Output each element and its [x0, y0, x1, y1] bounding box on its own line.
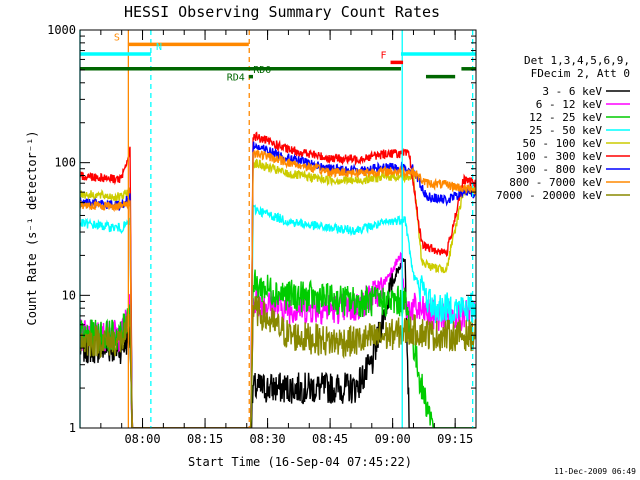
plot-area: S N F RD0 RD4 1 10 100 1000 08:00 08:15 08:30 08:45 0… — [47, 23, 477, 446]
plot-frame — [79, 29, 477, 429]
legend-label-4: 50 - 100 keV — [523, 137, 603, 150]
legend-header-line-2: FDecim 2, Att 0 — [531, 67, 630, 80]
legend-label-7: 800 - 7000 keV — [509, 176, 602, 189]
flag-label-6: RD4 — [227, 73, 245, 84]
series-line-1 — [80, 251, 476, 428]
legend: Det 1,3,4,5,6,9, FDecim 2, Att 0 3 - 6 k… — [496, 54, 630, 202]
x-tick-label-5: 09:15 — [437, 432, 473, 446]
x-axis-label: Start Time (16-Sep-04 07:45:22) — [188, 455, 412, 469]
series-line-0 — [80, 256, 476, 428]
flag-label-0: S — [114, 32, 120, 43]
legend-label-5: 100 - 300 keV — [516, 150, 602, 163]
flag-label-1: N — [156, 42, 162, 53]
series-line-4 — [80, 158, 476, 428]
legend-label-6: 300 - 800 keV — [516, 163, 602, 176]
chart-title: HESSI Observing Summary Count Rates — [124, 3, 440, 21]
y-tick-label-0: 1 — [69, 421, 76, 435]
date-stamp: 11-Dec-2009 06:49 — [554, 467, 636, 476]
legend-label-8: 7000 - 20000 keV — [496, 189, 602, 202]
y-tick-label-1: 10 — [62, 288, 76, 302]
legend-header-line-1: Det 1,3,4,5,6,9, — [524, 54, 630, 67]
series-line-8 — [80, 295, 476, 428]
flag-label-3: F — [381, 50, 387, 61]
series-line-5 — [80, 131, 476, 428]
y-axis-label: Count Rate (s⁻¹ detector⁻¹) — [25, 130, 39, 325]
legend-label-0: 3 - 6 keV — [542, 85, 602, 98]
x-tick-label-3: 08:45 — [312, 432, 348, 446]
y-tick-label-2: 100 — [54, 156, 76, 170]
series-line-7 — [80, 149, 476, 428]
legend-label-3: 25 - 50 keV — [529, 124, 602, 137]
legend-label-1: 6 - 12 keV — [536, 98, 603, 111]
x-tick-label-4: 09:00 — [375, 432, 411, 446]
flag-label-4: RD0 — [253, 65, 271, 76]
x-tick-label-1: 08:15 — [187, 432, 223, 446]
series-group — [80, 131, 476, 428]
series-line-3 — [80, 204, 476, 428]
x-tick-label-0: 08:00 — [124, 432, 160, 446]
legend-label-2: 12 - 25 keV — [529, 111, 602, 124]
y-tick-label-3: 1000 — [47, 23, 76, 37]
x-tick-label-2: 08:30 — [250, 432, 286, 446]
